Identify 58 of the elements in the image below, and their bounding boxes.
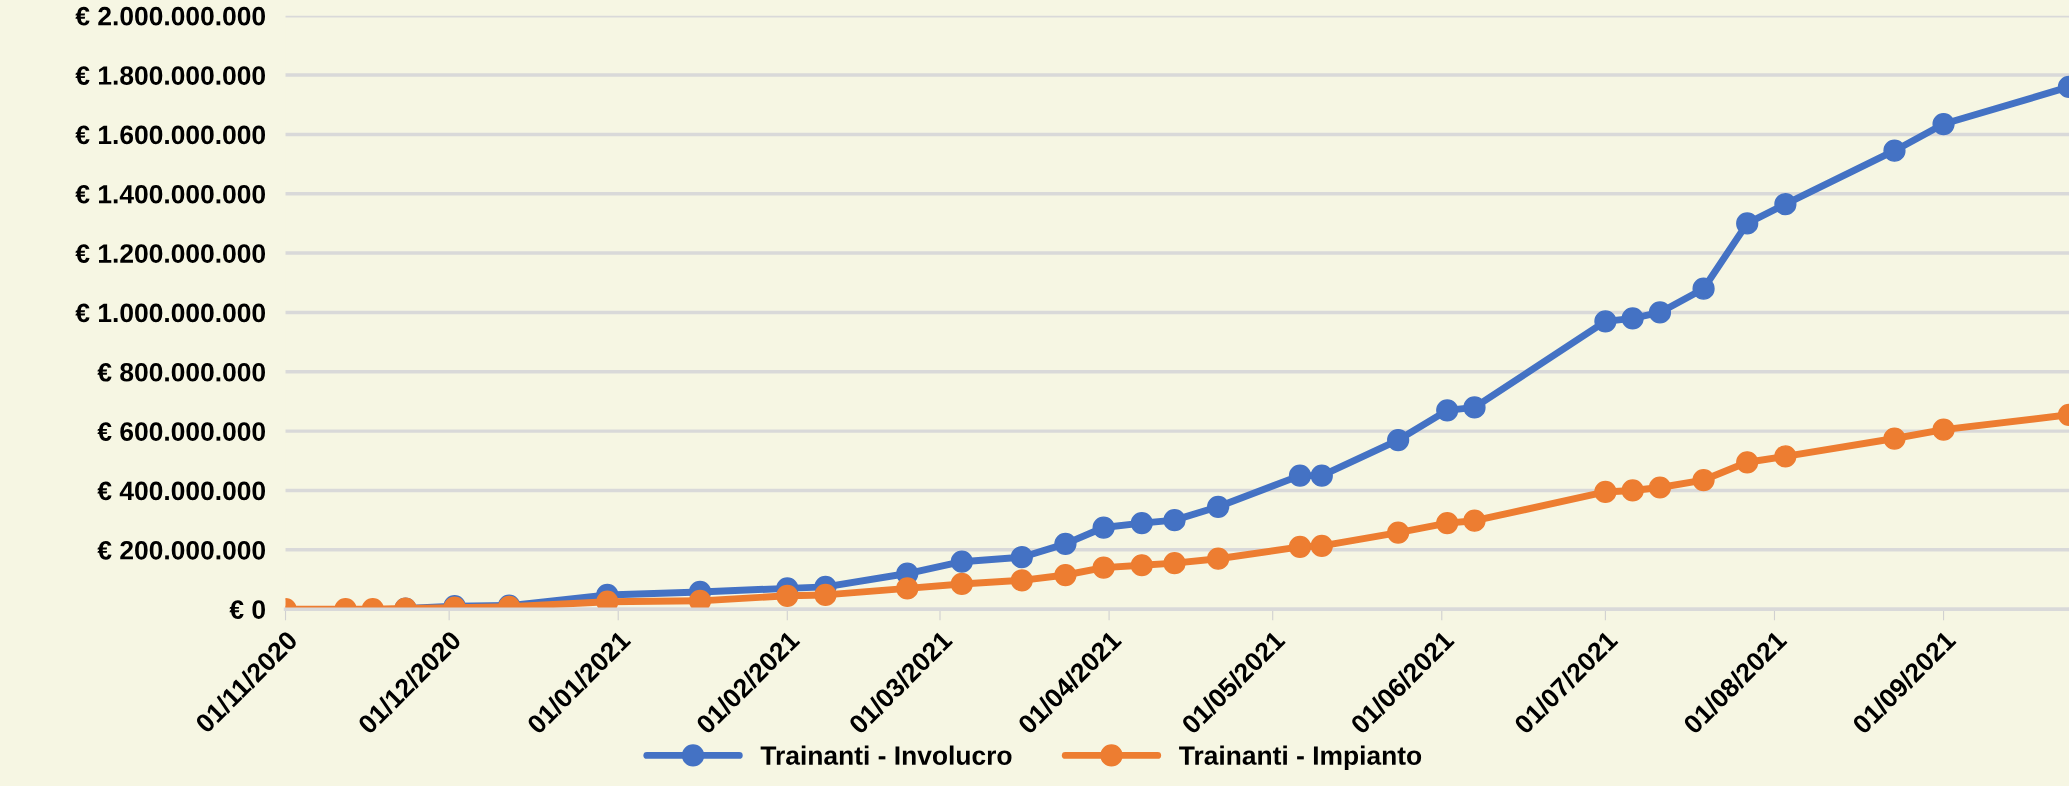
point	[950, 550, 973, 573]
point	[1932, 112, 1955, 136]
y-tick-label: € 600.000.000	[97, 422, 266, 441]
y-tick-label: € 200.000.000	[97, 540, 266, 560]
point	[1436, 511, 1459, 535]
point	[1648, 301, 1672, 324]
point	[950, 572, 973, 596]
point	[1932, 418, 1955, 441]
point	[1092, 516, 1115, 539]
point	[1130, 554, 1153, 577]
point	[1010, 546, 1033, 569]
point	[1621, 479, 1644, 502]
point	[1130, 511, 1153, 535]
point	[596, 590, 619, 610]
y-tick-label: € 2.000.000.000	[75, 6, 266, 26]
point	[1436, 399, 1459, 422]
y-tick-label: € 400.000.000	[97, 481, 266, 501]
point	[1310, 534, 1333, 558]
y-tick-label: € 0	[229, 600, 265, 619]
point	[1774, 193, 1797, 216]
point	[1692, 277, 1715, 300]
point	[1010, 569, 1033, 592]
point	[1883, 139, 1906, 162]
point	[814, 583, 837, 607]
y-tick-label: € 800.000.000	[97, 362, 266, 382]
y-tick-label: € 1.400.000.000	[75, 184, 266, 204]
point	[1288, 464, 1312, 487]
point	[1054, 532, 1077, 555]
point	[1054, 563, 1077, 587]
point	[1288, 535, 1312, 558]
point	[1594, 480, 1617, 504]
point	[1648, 476, 1672, 499]
point	[1463, 509, 1486, 532]
point	[1310, 464, 1333, 487]
y-tick-label: € 1.600.000.000	[75, 125, 266, 145]
point	[1736, 451, 1759, 474]
point	[1092, 556, 1115, 579]
point	[1463, 396, 1486, 419]
point	[1207, 547, 1230, 570]
point	[1736, 212, 1759, 235]
point	[1774, 445, 1797, 468]
y-tick-label: € 1.800.000.000	[75, 66, 266, 85]
point	[1387, 428, 1410, 452]
point	[1387, 521, 1410, 544]
point	[688, 589, 712, 610]
y-tick-label: € 1.200.000.000	[75, 244, 266, 263]
legend-label: Trainanti - Involucro	[760, 745, 1012, 765]
point	[1594, 310, 1617, 333]
point	[1163, 552, 1186, 575]
point	[776, 584, 799, 607]
point	[1621, 307, 1644, 330]
y-tick-label: € 1.000.000.000	[75, 303, 266, 323]
point	[1207, 495, 1230, 518]
point	[1883, 427, 1906, 450]
point	[1163, 509, 1186, 532]
point	[896, 577, 919, 600]
point	[1692, 468, 1715, 492]
legend-label: Trainanti - Impianto	[1179, 745, 1422, 771]
